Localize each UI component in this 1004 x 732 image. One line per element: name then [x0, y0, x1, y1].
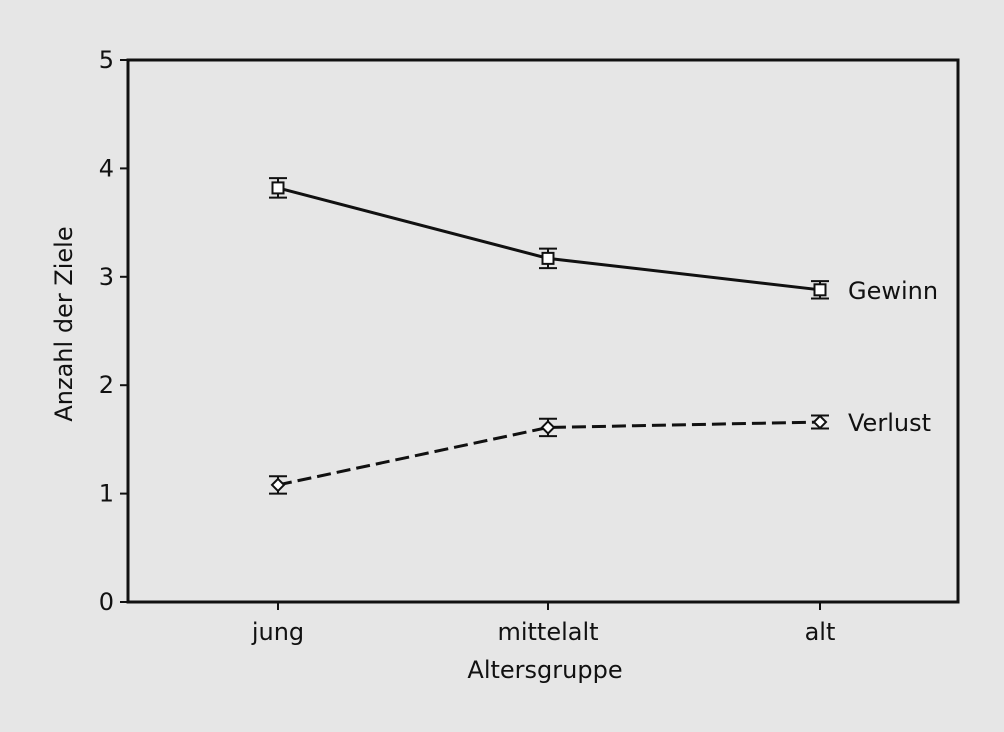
y-tick-label: 3 [99, 263, 114, 291]
plot-frame [126, 58, 960, 604]
series-label-verlust: Verlust [848, 409, 931, 437]
series-line-verlust [277, 420, 821, 487]
series-label-gewinn: Gewinn [848, 277, 938, 305]
y-tick-label: 2 [99, 371, 114, 399]
data-point-diamond [812, 414, 828, 430]
x-tick-label: jung [251, 618, 304, 646]
x-axis: jung mittelalt alt [251, 602, 836, 646]
y-axis-label: Anzahl der Ziele [50, 226, 78, 421]
data-point-square [541, 251, 555, 265]
data-point-diamond [540, 420, 556, 435]
series-line-gewinn [277, 186, 821, 292]
series-layer: Gewinn Verlust [269, 177, 938, 495]
y-tick-label: 1 [99, 480, 114, 508]
x-tick-label: alt [805, 618, 836, 646]
y-tick-label: 0 [99, 588, 114, 616]
data-point-diamond [270, 477, 286, 493]
y-tick-label: 5 [99, 46, 114, 74]
x-tick-label: mittelalt [497, 618, 598, 646]
y-axis: 0 1 2 3 4 5 [99, 46, 128, 616]
x-axis-label: Altersgruppe [467, 656, 622, 684]
data-point-square [813, 283, 827, 297]
data-point-square [271, 181, 285, 195]
y-tick-label: 4 [99, 154, 114, 182]
